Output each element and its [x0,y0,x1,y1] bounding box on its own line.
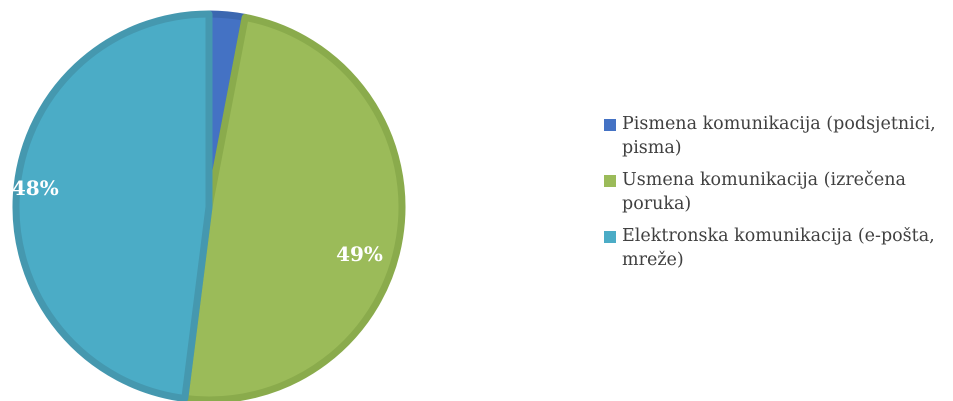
legend-label-elektronska: Elektronska komunikacija (e-pošta, mreže… [622,226,935,270]
pie-data-labels: 49% 48% [12,176,383,266]
legend-label-usmena: Usmena komunikacija (izrečena poruka) [622,170,906,214]
pie-slice-elektronska [12,10,213,401]
legend-swatch-elektronska [604,231,616,243]
legend-swatch-pismena [604,119,616,131]
legend-item-elektronska: Elektronska komunikacija (e-pošta, mreže… [604,224,949,272]
legend-swatch-usmena [604,175,616,187]
legend-label-pismena: Pismena komunikacija (podsjetnici, pisma… [622,114,936,158]
legend-item-usmena: Usmena komunikacija (izrečena poruka) [604,168,949,216]
pie-slice-usmena [181,13,406,401]
chart-legend: Pismena komunikacija (podsjetnici, pisma… [604,112,949,280]
data-label-elektronska: 48% [12,176,59,200]
pie-slices [12,10,406,401]
legend-item-pismena: Pismena komunikacija (podsjetnici, pisma… [604,112,949,160]
data-label-usmena: 49% [336,242,383,266]
pie-chart: 49% 48% [12,10,406,401]
